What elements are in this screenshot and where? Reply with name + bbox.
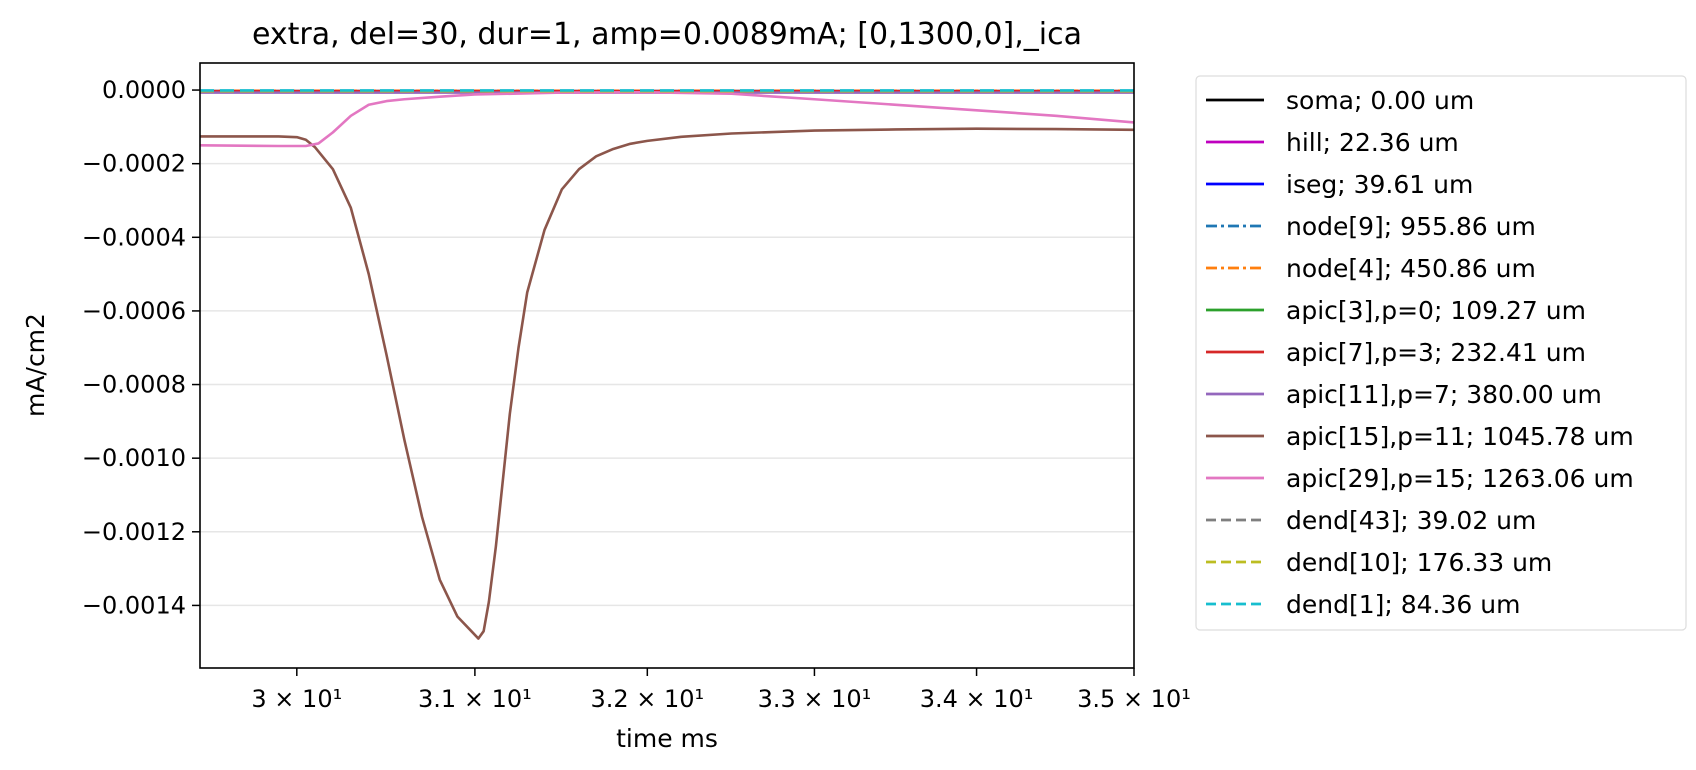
y-axis-label: mA/cm2: [21, 313, 50, 417]
series-layer: [200, 89, 1134, 640]
y-tick-label: −0.0002: [82, 150, 186, 178]
y-tick-label: −0.0010: [82, 444, 186, 472]
legend-label: dend[10]; 176.33 um: [1286, 548, 1552, 577]
chart-title: extra, del=30, dur=1, amp=0.0089mA; [0,1…: [252, 17, 1082, 52]
legend-label: apic[15],p=11; 1045.78 um: [1286, 422, 1634, 451]
x-tick-label: 3.3 × 10¹: [758, 685, 872, 713]
legend-label: apic[29],p=15; 1263.06 um: [1286, 464, 1634, 493]
y-tick-label: 0.0000: [102, 76, 186, 104]
legend-box: [1195, 75, 1687, 631]
y-tick-label: −0.0012: [82, 518, 186, 546]
plot-frame: [199, 62, 1135, 669]
series-line-9: [200, 90, 1134, 148]
legend-label: soma; 0.00 um: [1286, 86, 1474, 115]
y-tick-label: −0.0014: [82, 591, 186, 619]
legend-label: dend[1]; 84.36 um: [1286, 590, 1520, 619]
legend: soma; 0.00 um hill; 22.36 um iseg; 39.61 u…: [1195, 75, 1687, 631]
y-tick-label: −0.0004: [82, 223, 186, 251]
ticks-layer: 0.0000 −0.0002 −0.0004 −0.0006 −0.0008 −0.001…: [82, 76, 1191, 713]
x-tick-label: 3 × 10¹: [251, 685, 342, 713]
legend-label: apic[11],p=7; 380.00 um: [1286, 380, 1602, 409]
x-tick-label: 3.1 × 10¹: [418, 685, 532, 713]
y-tick-label: −0.0006: [82, 297, 186, 325]
x-axis-label: time ms: [616, 724, 718, 753]
legend-label: apic[3],p=0; 109.27 um: [1286, 296, 1586, 325]
x-tick-label: 3.4 × 10¹: [920, 685, 1034, 713]
legend-label: node[4]; 450.86 um: [1286, 254, 1536, 283]
x-tick-label: 3.5 × 10¹: [1077, 685, 1191, 713]
legend-label: hill; 22.36 um: [1286, 128, 1459, 157]
legend-label: dend[43]; 39.02 um: [1286, 506, 1536, 535]
series-line-8: [200, 127, 1134, 640]
legend-label: node[9]; 955.86 um: [1286, 212, 1536, 241]
legend-label: iseg; 39.61 um: [1286, 170, 1473, 199]
y-tick-label: −0.0008: [82, 371, 186, 399]
legend-label: apic[7],p=3; 232.41 um: [1286, 338, 1586, 367]
x-tick-label: 3.2 × 10¹: [590, 685, 704, 713]
